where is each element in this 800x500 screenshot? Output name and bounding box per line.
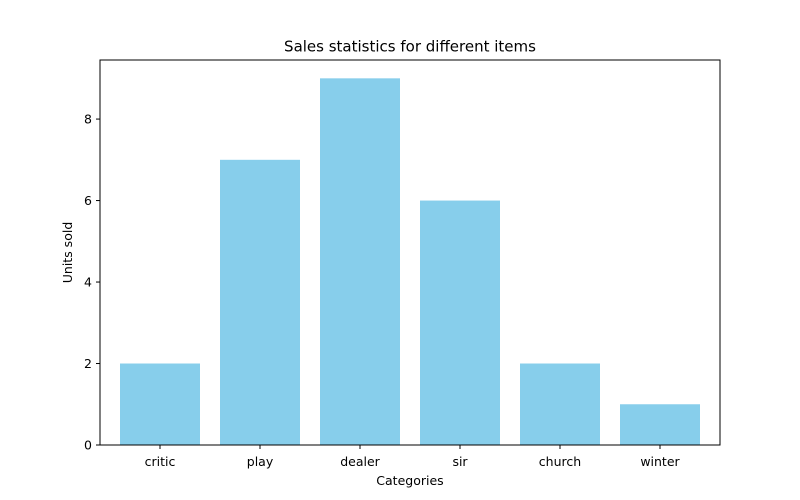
x-tick-label-winter: winter [640,454,680,469]
y-axis-label: Units sold [60,222,75,284]
plot-area-frame [99,59,721,446]
y-tick-label-0: 0 [84,438,92,453]
chart-title: Sales statistics for different items [284,38,536,56]
bar-critic [120,363,200,445]
bar-play [220,159,300,445]
y-axis-ticks: 0 2 4 6 8 [84,112,100,453]
bar-church [520,363,600,445]
bars-group [120,78,700,445]
y-tick-label-6: 6 [84,193,92,208]
bar-sir [420,200,500,445]
bar-dealer [320,78,400,445]
x-axis-label: Categories [376,473,443,488]
x-tick-label-sir: sir [452,454,468,469]
x-axis-ticks: critic play dealer sir church winter [145,445,681,469]
bar-winter [620,404,700,445]
y-tick-label-8: 8 [84,112,92,127]
x-tick-label-critic: critic [145,454,176,469]
x-tick-label-play: play [247,454,274,469]
y-tick-label-4: 4 [84,275,92,290]
x-tick-label-church: church [539,454,581,469]
x-tick-label-dealer: dealer [340,454,380,469]
y-tick-label-2: 2 [84,356,92,371]
